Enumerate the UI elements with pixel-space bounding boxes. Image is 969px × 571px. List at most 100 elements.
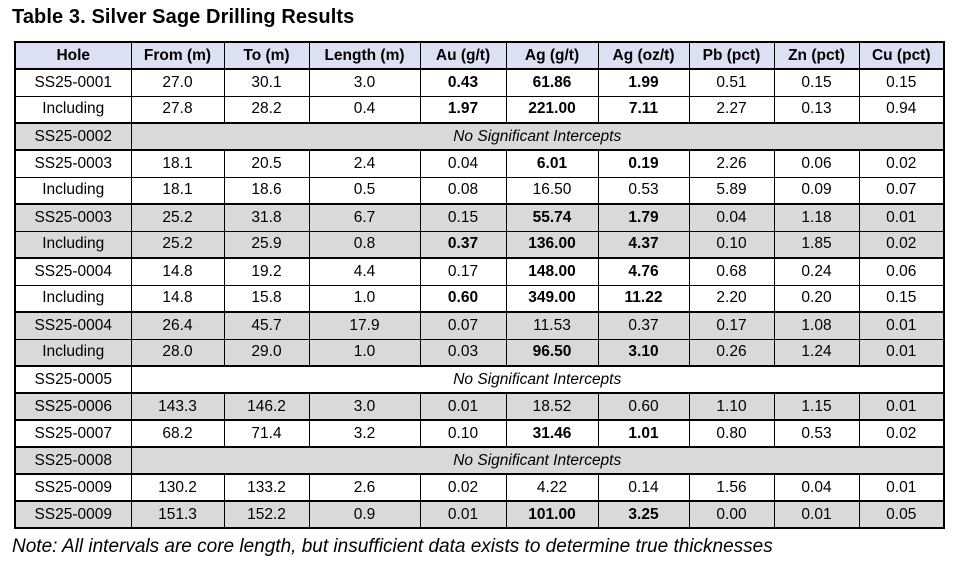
value-cell: 1.56 [688,473,775,502]
table-row: SS25-0009 130.2 133.2 2.6 0.02 4.22 0.14 1.56 0.… [14,473,945,502]
column-header: From (m) [130,41,225,70]
value-cell: 27.0 [130,68,225,97]
document-page: Table 3. Silver Sage Drilling Results Ho… [12,6,945,557]
no-significant-intercepts-cell: No Significant Intercepts [130,446,945,475]
value-cell: 0.13 [773,95,860,124]
value-cell: 0.07 [419,311,507,340]
value-cell: 27.8 [130,95,225,124]
value-cell: 68.2 [130,419,225,448]
hole-id-cell: SS25-0004 [14,311,132,340]
hole-id-cell: SS25-0003 [14,149,132,178]
hole-id-cell: SS25-0008 [14,446,132,475]
table-row: Including 18.1 18.6 0.5 0.08 16.50 0.53 5.89 0.0… [14,176,945,205]
value-cell: 0.01 [858,473,945,502]
value-cell: 11.22 [597,284,690,313]
value-cell: 3.25 [597,500,690,529]
value-cell: 0.15 [858,284,945,313]
value-cell: 14.8 [130,257,225,286]
value-cell: 6.01 [505,149,599,178]
column-header: Ag (g/t) [505,41,599,70]
value-cell: 0.05 [858,500,945,529]
value-cell: 19.2 [223,257,310,286]
value-cell: 1.0 [308,284,421,313]
table-row: SS25-0003 25.2 31.8 6.7 0.15 55.74 1.79 0.04 1.1… [14,203,945,232]
value-cell: 0.43 [419,68,507,97]
hole-id-cell: SS25-0001 [14,68,132,97]
table-row: SS25-0003 18.1 20.5 2.4 0.04 6.01 0.19 2.26 0.06… [14,149,945,178]
value-cell: 0.5 [308,176,421,205]
value-cell: 17.9 [308,311,421,340]
value-cell: 31.8 [223,203,310,232]
value-cell: 0.02 [858,230,945,259]
hole-id-cell: SS25-0003 [14,203,132,232]
table-row: SS25-0004 26.4 45.7 17.9 0.07 11.53 0.37 0.17 1.… [14,311,945,340]
value-cell: 0.15 [773,68,860,97]
column-header: Pb (pct) [688,41,775,70]
value-cell: 2.20 [688,284,775,313]
value-cell: 0.02 [858,419,945,448]
value-cell: 0.02 [858,149,945,178]
value-cell: 0.01 [773,500,860,529]
value-cell: 5.89 [688,176,775,205]
value-cell: 1.85 [773,230,860,259]
hole-id-cell: SS25-0005 [14,365,132,394]
value-cell: 0.01 [858,392,945,421]
value-cell: 0.15 [419,203,507,232]
value-cell: 0.15 [858,68,945,97]
value-cell: 152.2 [223,500,310,529]
value-cell: 25.2 [130,230,225,259]
value-cell: 0.01 [419,500,507,529]
hole-id-cell: SS25-0009 [14,473,132,502]
value-cell: 0.37 [419,230,507,259]
hole-id-cell: Including [14,338,132,367]
table-row: SS25-0005 No Significant Intercepts [14,365,945,394]
value-cell: 0.14 [597,473,690,502]
value-cell: 4.22 [505,473,599,502]
value-cell: 0.04 [419,149,507,178]
value-cell: 0.8 [308,230,421,259]
table-row: Including 14.8 15.8 1.0 0.60 349.00 11.22 2.20 0… [14,284,945,313]
table-body: SS25-0001 27.0 30.1 3.0 0.43 61.86 1.99 0.51 0.1… [14,68,945,529]
value-cell: 0.04 [773,473,860,502]
table-row: SS25-0007 68.2 71.4 3.2 0.10 31.46 1.01 0.80 0.5… [14,419,945,448]
value-cell: 18.6 [223,176,310,205]
hole-id-cell: Including [14,176,132,205]
value-cell: 0.94 [858,95,945,124]
value-cell: 221.00 [505,95,599,124]
table-footnote: Note: All intervals are core length, but… [12,536,773,557]
value-cell: 55.74 [505,203,599,232]
value-cell: 0.17 [419,257,507,286]
value-cell: 0.10 [419,419,507,448]
no-significant-intercepts-cell: No Significant Intercepts [130,365,945,394]
value-cell: 16.50 [505,176,599,205]
value-cell: 2.4 [308,149,421,178]
hole-id-cell: SS25-0007 [14,419,132,448]
value-cell: 0.07 [858,176,945,205]
column-header: Length (m) [308,41,421,70]
table-row: Including 28.0 29.0 1.0 0.03 96.50 3.10 0.26 1.2… [14,338,945,367]
table-row: Including 27.8 28.2 0.4 1.97 221.00 7.11 2.27 0.… [14,95,945,124]
value-cell: 61.86 [505,68,599,97]
value-cell: 11.53 [505,311,599,340]
column-header: To (m) [223,41,310,70]
value-cell: 18.52 [505,392,599,421]
value-cell: 136.00 [505,230,599,259]
value-cell: 31.46 [505,419,599,448]
value-cell: 0.37 [597,311,690,340]
value-cell: 0.00 [688,500,775,529]
value-cell: 1.99 [597,68,690,97]
table-row: SS25-0009 151.3 152.2 0.9 0.01 101.00 3.25 0.00… [14,500,945,529]
value-cell: 6.7 [308,203,421,232]
table-row: SS25-0004 14.8 19.2 4.4 0.17 148.00 4.76 0.68 0.… [14,257,945,286]
value-cell: 26.4 [130,311,225,340]
value-cell: 0.01 [858,338,945,367]
value-cell: 25.9 [223,230,310,259]
value-cell: 0.08 [419,176,507,205]
value-cell: 1.08 [773,311,860,340]
value-cell: 0.10 [688,230,775,259]
hole-id-cell: Including [14,230,132,259]
value-cell: 133.2 [223,473,310,502]
value-cell: 20.5 [223,149,310,178]
value-cell: 28.2 [223,95,310,124]
table-row: SS25-0008 No Significant Intercepts [14,446,945,475]
